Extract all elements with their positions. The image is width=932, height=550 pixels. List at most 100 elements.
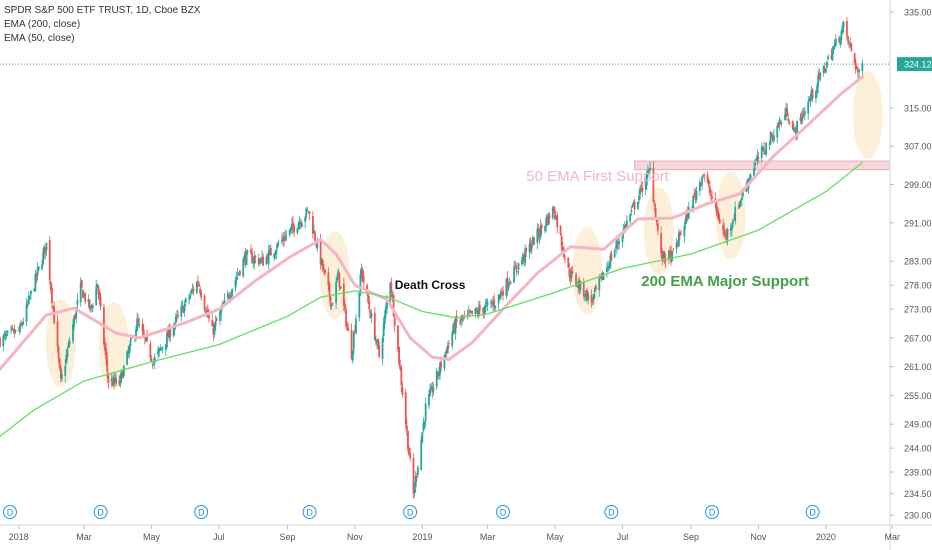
candle-body xyxy=(811,89,814,98)
candle-body xyxy=(182,306,185,313)
x-tick-label: Mar xyxy=(76,532,92,542)
candle-body xyxy=(329,296,332,306)
candle-body xyxy=(122,365,125,376)
candle-body xyxy=(282,236,284,241)
candle-body xyxy=(591,300,594,302)
candle-body xyxy=(489,301,492,303)
candle-body xyxy=(220,309,223,315)
candle-body xyxy=(337,270,340,280)
candle-body xyxy=(640,185,643,186)
candle-body xyxy=(366,285,368,293)
candle-body xyxy=(53,307,56,324)
candle-body xyxy=(717,212,720,221)
x-tick-label: 2018 xyxy=(9,532,29,542)
candle-body xyxy=(667,250,670,260)
candle-body xyxy=(285,235,288,237)
candle-body xyxy=(645,173,648,186)
candle-body xyxy=(569,274,572,279)
candle-body xyxy=(43,246,46,254)
candle-body xyxy=(544,226,546,231)
candle-body xyxy=(320,258,323,264)
candle-body xyxy=(36,268,39,275)
candle-body xyxy=(25,303,28,322)
candle-body xyxy=(378,345,381,357)
candle-body xyxy=(420,439,423,471)
candle-body xyxy=(389,282,392,302)
candle-body xyxy=(582,282,585,296)
candle-body xyxy=(308,211,311,214)
candle-body xyxy=(161,347,164,349)
candle-body xyxy=(251,253,253,264)
candle-body xyxy=(166,332,168,347)
candle-body xyxy=(111,380,114,386)
candle-body xyxy=(37,266,40,270)
candle-body xyxy=(794,128,796,129)
candle-body xyxy=(197,281,199,283)
candle-body xyxy=(471,310,473,315)
candle-body xyxy=(686,210,689,220)
y-tick-label: 267.00 xyxy=(904,333,932,343)
candle-body xyxy=(768,144,771,146)
candle-body xyxy=(342,283,345,306)
candle-body xyxy=(335,281,337,304)
candle-body xyxy=(119,374,122,383)
candle-body xyxy=(771,136,774,141)
candle-body xyxy=(780,122,783,124)
candle-body xyxy=(150,358,153,362)
candle-body xyxy=(288,229,291,236)
x-tick-label: Jul xyxy=(617,532,629,542)
candle-body xyxy=(517,263,520,270)
candle-body xyxy=(305,208,308,218)
candle-body xyxy=(137,319,140,323)
candle-body xyxy=(617,242,619,244)
candle-body xyxy=(188,297,190,300)
candle-body xyxy=(695,190,698,200)
y-tick-label: 261.00 xyxy=(904,362,932,372)
candle-body xyxy=(554,211,556,220)
candle-body xyxy=(293,226,295,233)
candle-body xyxy=(261,256,263,260)
annotation-label: 50 EMA First Support xyxy=(526,168,669,185)
candle-body xyxy=(397,325,399,350)
candle-body xyxy=(795,129,797,135)
candle-body xyxy=(267,250,270,265)
candle-body xyxy=(386,300,388,309)
candle-body xyxy=(88,299,91,309)
candle-body xyxy=(130,338,133,340)
candle-body xyxy=(703,175,706,177)
candle-body xyxy=(324,269,326,274)
candle-body xyxy=(524,248,527,263)
candle-body xyxy=(45,242,48,251)
candle-body xyxy=(787,118,790,121)
candle-body xyxy=(57,346,60,359)
candle-body xyxy=(779,120,782,125)
y-tick-label: 307.00 xyxy=(904,142,932,152)
candle-body xyxy=(246,251,249,252)
candle-body xyxy=(755,159,758,161)
annotation-label: Death Cross xyxy=(395,278,466,292)
candle-body xyxy=(454,317,457,334)
candle-body xyxy=(732,220,734,224)
candle-body xyxy=(383,314,386,325)
candle-body xyxy=(770,134,773,137)
candle-body xyxy=(146,335,148,341)
candle-body xyxy=(499,292,502,298)
candle-body xyxy=(827,56,829,60)
candle-body xyxy=(839,39,842,45)
candle-body xyxy=(646,170,649,175)
candle-body xyxy=(138,324,141,326)
candle-body xyxy=(28,296,31,298)
candle-body xyxy=(152,362,155,364)
ema50-line xyxy=(0,75,864,371)
candle-body xyxy=(277,243,280,245)
candle-body xyxy=(567,257,570,268)
candle-body xyxy=(802,112,805,117)
candle-body xyxy=(283,238,286,242)
candle-body xyxy=(17,329,20,331)
candle-body xyxy=(698,181,701,191)
candle-body xyxy=(725,233,728,238)
candle-body xyxy=(613,250,616,258)
candle-body xyxy=(621,236,624,243)
